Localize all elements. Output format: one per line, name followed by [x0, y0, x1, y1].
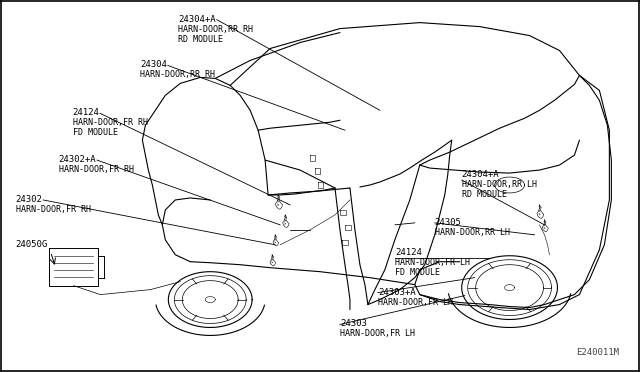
Text: 24303: 24303	[340, 320, 367, 328]
Text: HARN-DOOR,FR RH: HARN-DOOR,FR RH	[15, 205, 91, 214]
Text: FD MODULE: FD MODULE	[72, 128, 118, 137]
Text: 24304+A: 24304+A	[179, 15, 216, 24]
Text: 24305: 24305	[435, 218, 461, 227]
Text: 24050G: 24050G	[15, 240, 48, 249]
Text: 24124: 24124	[395, 248, 422, 257]
Text: FD MODULE: FD MODULE	[395, 268, 440, 277]
Text: HARN-DOOR,FR LH: HARN-DOOR,FR LH	[378, 298, 453, 307]
Text: 24124: 24124	[72, 108, 99, 117]
Text: HARN-DOOR,RR RH: HARN-DOOR,RR RH	[179, 25, 253, 33]
Text: 24304: 24304	[140, 61, 167, 70]
Text: E240011M: E240011M	[577, 348, 620, 357]
Text: HARN-DOOR,FR RH: HARN-DOOR,FR RH	[59, 165, 134, 174]
Text: RD MODULE: RD MODULE	[179, 35, 223, 44]
Text: RD MODULE: RD MODULE	[461, 190, 507, 199]
Text: HARN-DOOR,FR LH: HARN-DOOR,FR LH	[340, 330, 415, 339]
Text: HARN-DOOR,FR LH: HARN-DOOR,FR LH	[395, 258, 470, 267]
Text: HARN-DOOR,RR LH: HARN-DOOR,RR LH	[461, 180, 537, 189]
Text: 24302+A: 24302+A	[59, 155, 96, 164]
Text: HARN-DOOR,RR RH: HARN-DOOR,RR RH	[140, 70, 216, 80]
Text: 24302: 24302	[15, 195, 42, 204]
Text: HARN-DOOR,RR LH: HARN-DOOR,RR LH	[435, 228, 509, 237]
Text: 24304+A: 24304+A	[461, 170, 499, 179]
Text: HARN-DOOR,FR RH: HARN-DOOR,FR RH	[72, 118, 148, 127]
Text: 24303+A: 24303+A	[378, 288, 415, 296]
